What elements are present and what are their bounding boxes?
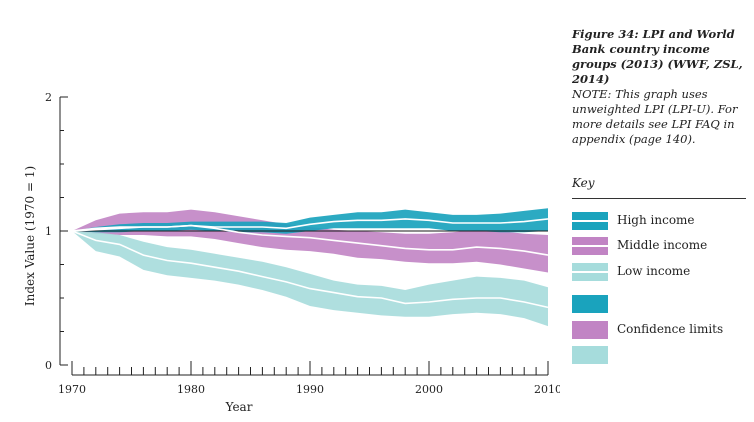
series-lines	[71, 218, 549, 309]
legend-swatch	[572, 346, 608, 364]
legend-item-ci-high	[572, 295, 752, 313]
y-tick-label: 0	[45, 359, 52, 372]
legend-title: Key	[572, 176, 595, 190]
legend-item-low-income: Low income	[572, 263, 752, 281]
legend-swatch	[572, 321, 608, 339]
legend-swatch	[572, 212, 608, 230]
legend-item-middle-income: Middle income	[572, 237, 752, 255]
axes: 0 1 2 1970 1980 1990 2000 2010	[45, 91, 560, 396]
band-high-income	[72, 208, 548, 234]
legend-swatch	[572, 263, 608, 281]
x-tick-label: 1980	[177, 383, 205, 396]
legend-label: High income	[617, 213, 695, 227]
confidence-bands	[72, 208, 548, 327]
legend-swatch	[572, 295, 608, 313]
legend-item-ci-low	[572, 346, 752, 364]
figure-title: Figure 34: LPI and World Bank country in…	[572, 27, 743, 86]
legend-divider	[572, 198, 746, 199]
legend-swatch	[572, 237, 608, 255]
legend-label: Middle income	[617, 238, 708, 252]
legend-label: Low income	[617, 264, 691, 278]
x-tick-label: 1990	[296, 383, 324, 396]
legend-label: Confidence limits	[617, 322, 724, 336]
figure-caption: Figure 34: LPI and World Bank country in…	[572, 27, 748, 147]
x-axis-title: Year	[225, 400, 253, 414]
y-axis-title: Index Value (1970 = 1)	[23, 166, 37, 306]
x-tick-label: 2000	[415, 383, 443, 396]
lpi-chart: 0 1 2 1970 1980 1990 2000 2010 Year Index Value…	[23, 91, 560, 414]
line-low-income	[71, 230, 549, 309]
x-tick-label: 2010	[534, 383, 560, 396]
figure-note: NOTE: This graph uses unweighted LPI (LP…	[572, 87, 738, 146]
line-high-income	[71, 218, 549, 232]
legend-item-high-income: High income	[572, 212, 752, 230]
y-tick-label: 1	[45, 225, 52, 238]
legend-item-confidence-limits: Confidence limits	[572, 321, 752, 339]
x-tick-label: 1970	[58, 383, 86, 396]
y-tick-label: 2	[45, 91, 52, 104]
